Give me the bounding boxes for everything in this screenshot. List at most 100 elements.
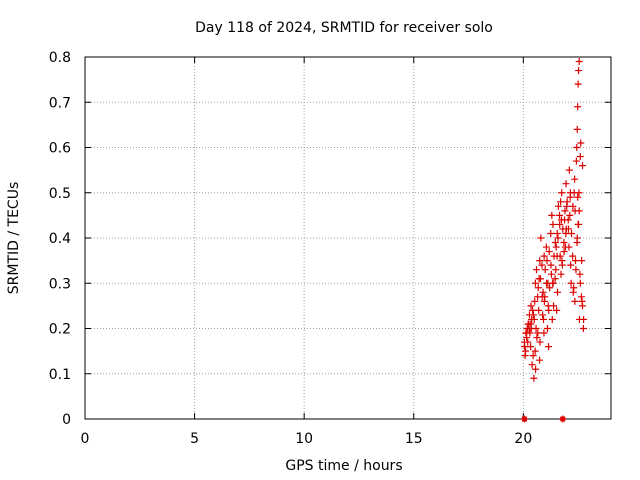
data-point: [576, 279, 584, 287]
x-axis-label: GPS time / hours: [285, 458, 402, 474]
y-tick-label: 0.3: [49, 276, 71, 292]
data-point: [569, 252, 577, 260]
data-point: [552, 243, 560, 251]
y-axis-label: SRMTID / TECUs: [6, 182, 22, 295]
data-point: [579, 162, 587, 170]
data-point: [573, 234, 581, 242]
data-point: [552, 266, 560, 274]
data-point: [553, 252, 561, 260]
y-tick-label: 0.2: [49, 322, 71, 338]
data-point: [545, 343, 553, 351]
data-point: [573, 125, 581, 133]
data-point: [561, 243, 569, 251]
data-point: [547, 261, 555, 269]
data-point: [531, 297, 539, 305]
x-tick-label: 10: [295, 431, 313, 447]
data-point: [521, 343, 529, 351]
data-point: [554, 234, 562, 242]
data-point: [536, 257, 544, 265]
data-point: [539, 311, 547, 319]
data-point: [536, 275, 544, 283]
data-point: [578, 257, 586, 265]
data-point: [575, 315, 583, 323]
data-point: [541, 266, 549, 274]
data-point: [578, 297, 586, 305]
data-point: [543, 257, 551, 265]
data-point: [574, 103, 582, 111]
data-point: [575, 220, 583, 228]
data-point: [524, 338, 532, 346]
data-point: [549, 279, 557, 287]
zero-point-marker: [521, 416, 527, 422]
data-point: [527, 343, 535, 351]
data-point: [529, 352, 537, 360]
data-point: [521, 352, 529, 360]
data-point: [546, 284, 554, 292]
data-point: [573, 144, 581, 151]
data-point: [571, 297, 579, 305]
data-point: [533, 334, 541, 342]
data-point: [551, 239, 559, 247]
y-tick-label: 0.4: [49, 231, 71, 247]
data-point: [558, 189, 566, 197]
data-point: [553, 306, 561, 314]
y-axis: 0 0.1 0.2 0.3 0.4 0.5 0.6 0.7 0.8: [49, 50, 611, 428]
data-point: [537, 234, 545, 242]
data-point: [562, 180, 570, 188]
data-point: [527, 320, 535, 328]
data-point: [575, 58, 583, 66]
data-point: [545, 248, 553, 256]
data-point: [565, 166, 573, 174]
data-point: [555, 211, 563, 219]
data-point: [558, 257, 566, 265]
data-point: [538, 293, 546, 301]
data-point: [540, 297, 548, 305]
data-point: [554, 288, 562, 296]
data-point: [535, 306, 543, 314]
data-point: [554, 202, 562, 210]
data-point: [575, 189, 583, 197]
x-tick-label: 15: [405, 431, 423, 447]
data-point: [536, 356, 544, 364]
y-tick-label: 0.8: [49, 50, 71, 66]
data-point: [534, 284, 542, 292]
x-axis: 0 5 10 15 20: [81, 57, 532, 447]
data-point: [549, 220, 557, 228]
data-point: [531, 347, 539, 355]
data-point: [547, 270, 555, 278]
data-point: [522, 329, 530, 337]
data-point: [540, 329, 548, 337]
data-point: [536, 338, 544, 346]
data-point: [542, 243, 550, 251]
data-point: [561, 207, 569, 215]
data-point: [531, 279, 539, 287]
data-point: [571, 207, 579, 215]
data-point: [540, 252, 548, 260]
data-point: [530, 315, 538, 323]
data-point: [579, 325, 587, 332]
data-point: [539, 315, 547, 323]
data-point: [557, 270, 565, 278]
data-point: [529, 306, 537, 314]
data-point: [557, 198, 565, 206]
data-point: [576, 270, 584, 278]
data-point: [566, 211, 574, 219]
data-point: [569, 288, 577, 296]
x-tick-label: 0: [81, 431, 90, 447]
data-point: [534, 329, 542, 337]
data-point: [572, 266, 580, 274]
data-point: [574, 193, 582, 201]
chart-title: Day 118 of 2024, SRMTID for receiver sol…: [195, 20, 493, 36]
data-point: [532, 266, 540, 274]
data-point: [569, 202, 577, 210]
data-point: [527, 302, 535, 310]
y-tick-label: 0.5: [49, 186, 71, 202]
data-point: [544, 302, 552, 310]
y-tick-label: 0.7: [49, 95, 71, 111]
grid-lines: [85, 57, 611, 419]
data-point: [560, 248, 568, 256]
y-tick-label: 0: [62, 412, 71, 428]
data-point: [532, 365, 540, 373]
data-point: [575, 67, 583, 75]
